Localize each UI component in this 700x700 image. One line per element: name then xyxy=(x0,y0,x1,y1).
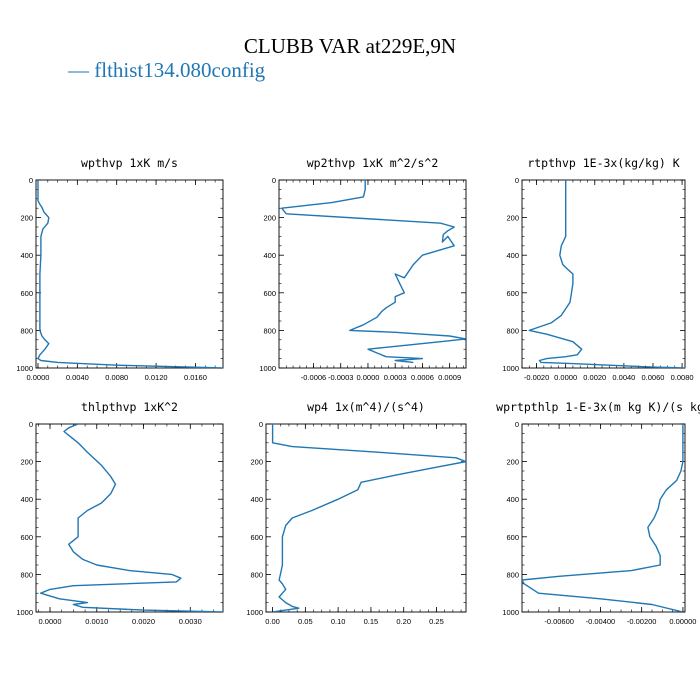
x-tick-label: 0.0009 xyxy=(438,373,461,382)
y-tick-label: 800 xyxy=(506,570,519,579)
figure-title: CLUBB VAR at229E,9N xyxy=(243,34,457,58)
y-tick-label: 1000 xyxy=(502,608,519,617)
y-tick-label: 800 xyxy=(263,326,276,335)
x-tick-label: 0.0020 xyxy=(132,617,155,626)
series-line-1 xyxy=(522,424,684,612)
chart-panel-4: thlpthvp 1xK^2 0 200 400 600 800 1000 0.0000 0.0… xyxy=(16,400,224,626)
y-tick-label: 200 xyxy=(20,458,33,467)
x-tick-label: 0.0000 xyxy=(26,373,49,382)
x-tick-label: -0.00600 xyxy=(544,617,574,626)
y-tick-label: 400 xyxy=(506,495,519,504)
x-tick-label: -0.0020 xyxy=(524,373,549,382)
chart-title: wp4 1x(m^4)/(s^4) xyxy=(307,400,425,414)
x-tick-label: 0.25 xyxy=(429,617,444,626)
chart-title: wpthvp 1xK m/s xyxy=(81,156,178,170)
chart-title: rtpthvp 1E-3x(kg/kg) K xyxy=(527,156,679,170)
y-tick-label: 600 xyxy=(506,533,519,542)
y-tick-label: 800 xyxy=(250,570,263,579)
x-tick-label: 0.0000 xyxy=(356,373,379,382)
chart-panel-3: rtpthvp 1E-3x(kg/kg) K 0 200 400 600 800 1000-… xyxy=(502,156,693,382)
legend-entry-label: — flthist134.080config xyxy=(68,58,266,82)
y-tick-label: 200 xyxy=(506,214,519,223)
y-tick-label: 600 xyxy=(250,533,263,542)
y-tick-label: 400 xyxy=(263,251,276,260)
y-tick-label: 0 xyxy=(272,176,276,185)
x-tick-label: 0.05 xyxy=(298,617,313,626)
y-tick-label: 400 xyxy=(20,495,33,504)
x-tick-label: 0.0120 xyxy=(145,373,168,382)
y-tick-label: 0 xyxy=(515,176,519,185)
x-tick-label: 0.0080 xyxy=(105,373,128,382)
x-tick-label: 0.0000 xyxy=(554,373,577,382)
x-tick-label: -0.0003 xyxy=(328,373,353,382)
x-tick-label: 0.10 xyxy=(331,617,346,626)
series-line-1 xyxy=(37,180,223,368)
x-tick-label: 0.0006 xyxy=(411,373,434,382)
x-tick-label: 0.0160 xyxy=(184,373,207,382)
plot-frame xyxy=(521,423,686,613)
x-tick-label: 0.0080 xyxy=(671,373,694,382)
series-line-1 xyxy=(271,424,466,612)
chart-title: thlpthvp 1xK^2 xyxy=(81,400,178,414)
y-tick-label: 800 xyxy=(20,326,33,335)
x-tick-label: 0.0040 xyxy=(66,373,89,382)
y-tick-label: 600 xyxy=(263,289,276,298)
x-tick-label: 0.00000 xyxy=(669,617,696,626)
y-tick-label: 1000 xyxy=(502,364,519,373)
y-tick-label: 400 xyxy=(506,251,519,260)
series-line-1 xyxy=(528,180,685,368)
y-tick-label: 600 xyxy=(20,533,33,542)
y-tick-label: 200 xyxy=(506,458,519,467)
legend: — flthist134.080config xyxy=(68,58,265,83)
x-tick-label: 0.0010 xyxy=(85,617,108,626)
y-tick-label: 600 xyxy=(20,289,33,298)
x-tick-label: 0.0030 xyxy=(179,617,202,626)
y-tick-label: 400 xyxy=(250,495,263,504)
y-tick-label: 200 xyxy=(250,458,263,467)
plot-frame xyxy=(35,179,224,369)
x-tick-label: 0.0003 xyxy=(384,373,407,382)
y-tick-label: 800 xyxy=(506,326,519,335)
chart-title: wprtpthlp 1-E-3x(m kg K)/(s kg) xyxy=(496,400,700,414)
y-tick-label: 800 xyxy=(20,570,33,579)
chart-panel-2: wp2thvp 1xK m^2/s^2 0 200 400 600 800 1000 -0.0… xyxy=(259,156,467,382)
y-tick-label: 600 xyxy=(506,289,519,298)
plot-frame xyxy=(521,179,686,369)
x-tick-label: 0.00 xyxy=(265,617,280,626)
plot-frame xyxy=(278,179,467,369)
y-tick-label: 1000 xyxy=(259,364,276,373)
x-tick-label: 0.0060 xyxy=(642,373,665,382)
chart-panel-6: wprtpthlp 1-E-3x(m kg K)/(s kg) 0 200 400 60… xyxy=(496,400,700,626)
y-tick-label: 1000 xyxy=(246,608,263,617)
series-line-1 xyxy=(40,424,223,612)
y-tick-label: 0 xyxy=(29,420,33,429)
y-tick-label: 1000 xyxy=(16,608,33,617)
y-tick-label: 400 xyxy=(20,251,33,260)
x-tick-label: 0.0040 xyxy=(612,373,635,382)
chart-title: wp2thvp 1xK m^2/s^2 xyxy=(307,156,439,170)
x-tick-label: -0.00200 xyxy=(627,617,657,626)
x-tick-label: 0.20 xyxy=(396,617,411,626)
x-tick-label: -0.0006 xyxy=(301,373,326,382)
x-tick-label: 0.15 xyxy=(364,617,379,626)
series-line-1 xyxy=(281,180,466,364)
x-tick-label: 0.0020 xyxy=(583,373,606,382)
plot-frame xyxy=(265,423,467,613)
y-tick-label: 200 xyxy=(263,214,276,223)
y-tick-label: 200 xyxy=(20,214,33,223)
x-tick-label: -0.00400 xyxy=(586,617,616,626)
y-tick-label: 1000 xyxy=(16,364,33,373)
x-tick-label: 0.0000 xyxy=(39,617,62,626)
y-tick-label: 0 xyxy=(259,420,263,429)
y-tick-label: 0 xyxy=(515,420,519,429)
y-tick-label: 0 xyxy=(29,176,33,185)
